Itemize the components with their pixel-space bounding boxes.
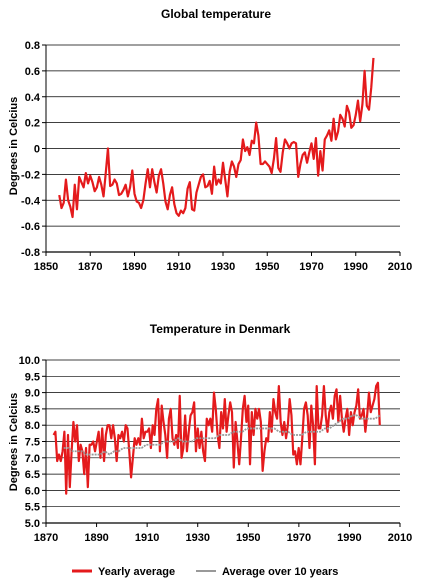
y-tick-label: 7.0 bbox=[25, 453, 40, 465]
y-tick-label: 0.2 bbox=[25, 118, 40, 130]
y-tick-label: 5.5 bbox=[25, 502, 40, 514]
series-line-10yr bbox=[63, 414, 381, 456]
y-tick-label: 7.5 bbox=[25, 437, 40, 449]
y-tick-label: 0.6 bbox=[25, 66, 40, 78]
x-tick-label: 1930 bbox=[211, 261, 235, 273]
x-tick-label: 1950 bbox=[236, 532, 260, 544]
chart2-y-ticks: 5.0 5.5 6.0 6.5 7.0 7.5 8.0 8.5 9.0 9.5 10.0 bbox=[19, 355, 46, 530]
x-tick-label: 1970 bbox=[287, 532, 311, 544]
y-tick-label: 0.8 bbox=[25, 40, 40, 52]
x-tick-label: 1850 bbox=[34, 261, 58, 273]
x-tick-label: 2010 bbox=[388, 532, 412, 544]
y-tick-label: 9.0 bbox=[25, 388, 40, 400]
y-tick-label: 10.0 bbox=[19, 355, 40, 367]
chart2-series bbox=[52, 381, 381, 495]
chart2-legend: Yearly average Average over 10 years bbox=[72, 566, 338, 578]
y-tick-label: 8.0 bbox=[25, 420, 40, 432]
chart1-title: Global temperature bbox=[161, 7, 271, 21]
y-tick-label: 6.0 bbox=[25, 485, 40, 497]
y-tick-label: 0 bbox=[34, 144, 40, 156]
y-tick-label: -0.4 bbox=[21, 195, 41, 207]
x-tick-label: 1870 bbox=[34, 532, 58, 544]
chart2-grid bbox=[45, 359, 400, 524]
x-tick-label: 2010 bbox=[388, 261, 412, 273]
chart2-x-ticks: 1870 1890 1910 1930 1950 1970 1990 2010 bbox=[34, 523, 412, 544]
chart2-title: Temperature in Denmark bbox=[150, 322, 291, 336]
chart1-series bbox=[58, 57, 375, 219]
y-tick-label: -0.6 bbox=[21, 221, 40, 233]
x-tick-label: 1870 bbox=[78, 261, 102, 273]
chart1-y-ticks: -0.8 -0.6 -0.4 -0.2 0 0.2 0.4 0.6 0.8 bbox=[21, 40, 46, 259]
series-line-yearly bbox=[52, 381, 381, 495]
y-tick-label: 6.5 bbox=[25, 469, 40, 481]
legend-label-10yr: Average over 10 years bbox=[222, 566, 338, 578]
y-tick-label: 0.4 bbox=[25, 92, 41, 104]
y-tick-label: 5.0 bbox=[25, 518, 40, 530]
chart1-x-ticks: 1850 1870 1890 1910 1930 1950 1970 1990 2010 bbox=[34, 252, 412, 273]
chart2-ylabel: Degrees in Celcius bbox=[8, 393, 20, 491]
legend-label-yearly: Yearly average bbox=[98, 566, 175, 578]
chart1-grid bbox=[45, 44, 400, 253]
x-tick-label: 1950 bbox=[255, 261, 279, 273]
x-tick-label: 1970 bbox=[299, 261, 323, 273]
x-tick-label: 1890 bbox=[84, 532, 108, 544]
x-tick-label: 1930 bbox=[185, 532, 209, 544]
chart1-ylabel: Degrees in Celcius bbox=[8, 97, 20, 195]
x-tick-label: 1910 bbox=[167, 261, 191, 273]
y-tick-label: -0.2 bbox=[21, 169, 40, 181]
y-tick-label: 8.5 bbox=[25, 404, 40, 416]
x-tick-label: 1890 bbox=[122, 261, 146, 273]
x-tick-label: 1990 bbox=[344, 261, 368, 273]
y-tick-label: 9.5 bbox=[25, 371, 40, 383]
y-tick-label: -0.8 bbox=[21, 247, 40, 259]
series-line-yearly bbox=[58, 57, 375, 219]
x-tick-label: 1910 bbox=[135, 532, 159, 544]
x-tick-label: 1990 bbox=[337, 532, 361, 544]
